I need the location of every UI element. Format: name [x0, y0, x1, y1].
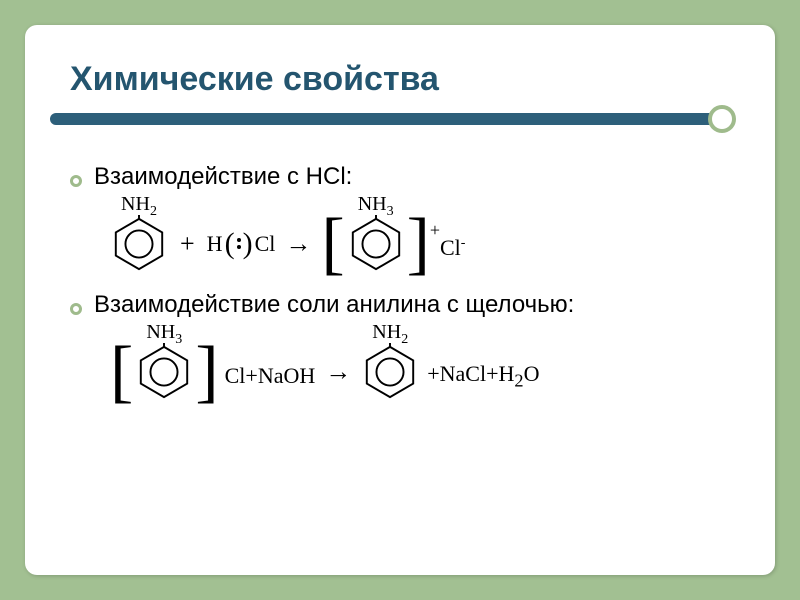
- hcl-h: H: [207, 231, 223, 257]
- title-bar-cap-icon: [708, 105, 736, 133]
- products-tail: +NaCl+H2O: [427, 361, 539, 391]
- bullet-text: Взаимодействие с HCl:: [94, 163, 352, 191]
- bracket-close-icon: ]: [195, 343, 218, 401]
- plus-sign: +: [174, 229, 201, 259]
- benzene-icon: [110, 215, 168, 273]
- reactant-cation: [ NH3 ]: [110, 343, 219, 401]
- counter-ion: Cl-: [440, 235, 465, 261]
- slide-title: Химические свойства: [70, 60, 730, 99]
- paren-open: (: [225, 227, 235, 261]
- hcl-cl: Cl: [255, 231, 276, 257]
- bullet-item: Взаимодействие соли анилина с щелочью:: [70, 291, 730, 319]
- benzene-ring: NH3: [135, 343, 193, 401]
- benzene-icon: [135, 343, 193, 401]
- benzene-icon: [347, 215, 405, 273]
- nh2-label: NH2: [372, 321, 408, 348]
- slide-container: Химические свойства Взаимодействие с HCl…: [25, 25, 775, 575]
- benzene-ring: NH2: [361, 343, 419, 401]
- paren-close: ): [243, 227, 253, 261]
- reaction-1: NH2 + H ( ) Cl → [ NH3: [110, 215, 730, 273]
- cation-charge: +: [430, 201, 440, 259]
- benzene-icon: [361, 343, 419, 401]
- title-divider: [70, 111, 730, 133]
- cl-plus-naoh: Cl+NaOH: [225, 363, 316, 389]
- reaction-2: [ NH3 ] Cl+NaOH → NH2 +NaCl+H2O: [110, 343, 730, 401]
- arrow-icon: →: [281, 229, 315, 259]
- bullet-icon: [70, 303, 82, 315]
- hcl-reactant: H ( ) Cl: [207, 227, 276, 261]
- product-cation: [ NH3 ]+: [321, 215, 430, 273]
- bullet-item: Взаимодействие с HCl:: [70, 163, 730, 191]
- bracket-open-icon: [: [110, 343, 133, 401]
- nh2-label: NH2: [121, 193, 157, 220]
- arrow-icon: →: [321, 357, 355, 387]
- lone-pair-icon: [237, 238, 241, 249]
- benzene-ring: NH2: [110, 215, 168, 273]
- counter-ion-charge: -: [461, 236, 466, 251]
- bullet-icon: [70, 175, 82, 187]
- benzene-ring: NH3: [347, 215, 405, 273]
- title-bar: [50, 113, 720, 125]
- bracket-open-icon: [: [321, 215, 344, 273]
- counter-ion-symbol: Cl: [440, 235, 461, 260]
- title-block: Химические свойства: [70, 60, 730, 133]
- bracket-close-icon: ]+: [407, 215, 430, 273]
- nh3-label: NH3: [146, 321, 182, 348]
- bullet-text: Взаимодействие соли анилина с щелочью:: [94, 291, 574, 319]
- nh3-label: NH3: [358, 193, 394, 220]
